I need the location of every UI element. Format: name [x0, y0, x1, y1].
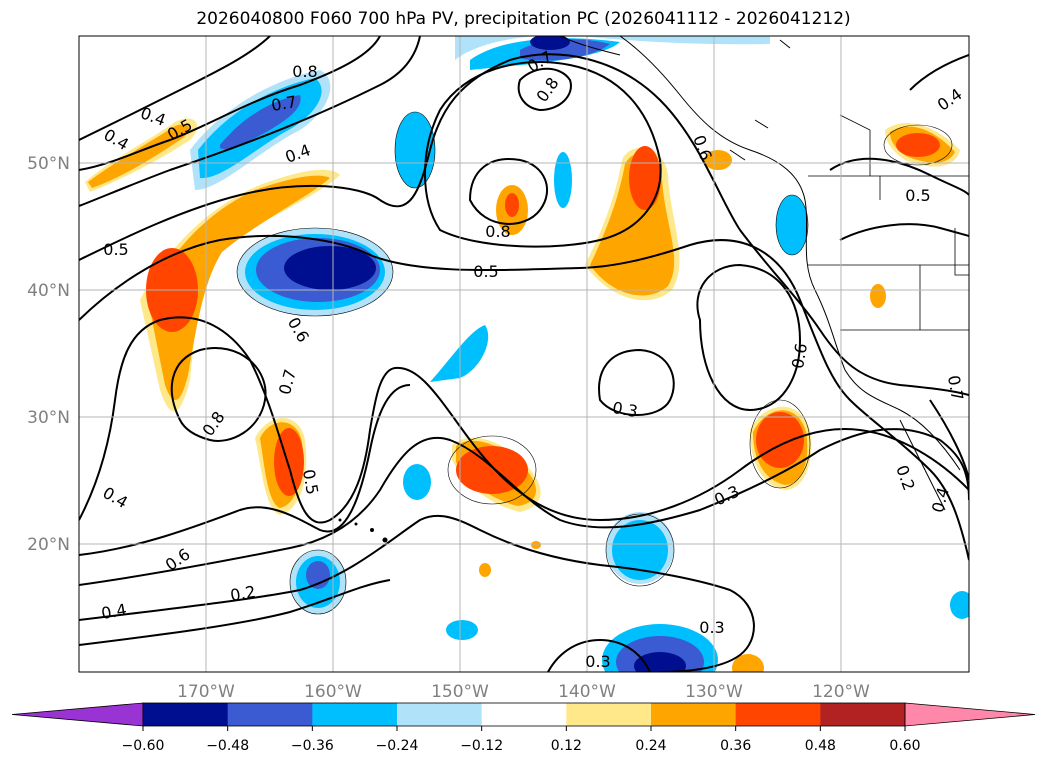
- contour-label: 0.5: [473, 262, 498, 281]
- latitude-axis: 50°N 40°N 30°N 20°N: [27, 154, 70, 555]
- colorbar-label: −0.12: [460, 738, 503, 754]
- contour-label: 0.3: [585, 652, 610, 671]
- colorbar-swatch: [227, 703, 313, 726]
- lon-label-150w: 150°W: [431, 682, 489, 702]
- colorbar-swatch: [651, 703, 737, 726]
- lat-label-40n: 40°N: [27, 281, 70, 301]
- contour-label: 0.5: [103, 240, 128, 259]
- contour-label: 0.6: [788, 342, 811, 370]
- colorbar-swatch: [312, 703, 398, 726]
- colorbar-swatch: [735, 703, 821, 726]
- pv-contours: [79, 36, 969, 672]
- lat-label-20n: 20°N: [27, 535, 70, 555]
- lon-label-160w: 160°W: [304, 682, 362, 702]
- hawaii-islands: [338, 518, 388, 543]
- contour-label: 0.4: [100, 600, 128, 623]
- map-frame: [78, 35, 970, 673]
- lon-label-140w: 140°W: [558, 682, 616, 702]
- colorbar-swatch: [820, 703, 906, 726]
- colorbar-outline: [142, 702, 906, 727]
- lon-label-120w: 120°W: [812, 682, 870, 702]
- contour-label: 0.2: [229, 582, 257, 605]
- longitude-axis: 170°W 160°W 150°W 140°W 130°W 120°W: [177, 682, 870, 702]
- colorbar-label: −0.24: [376, 738, 419, 754]
- contour-labels: 0.80.70.70.80.40.50.40.50.40.80.50.60.70…: [99, 47, 967, 671]
- colorbar: −0.60 −0.48 −0.36 −0.24 −0.12 0.12 0.24 0.36 0.4…: [11, 702, 1036, 754]
- colorbar-extend-low: [11, 702, 144, 727]
- colorbar-label: −0.60: [122, 738, 165, 754]
- colorbar-swatch: [566, 703, 652, 726]
- colorbar-label: 0.12: [551, 738, 582, 754]
- shading-outlines: [236, 111, 953, 615]
- contour-label: 0.8: [292, 62, 317, 81]
- precip-shading: [85, 36, 969, 672]
- colorbar-label: −0.48: [206, 738, 249, 754]
- map-title: 2026040800 F060 700 hPa PV, precipitatio…: [196, 9, 851, 29]
- colorbar-label: 0.36: [720, 738, 751, 754]
- lat-label-50n: 50°N: [27, 154, 70, 174]
- lon-label-170w: 170°W: [177, 682, 235, 702]
- map-layers: [79, 36, 969, 672]
- lon-label-130w: 130°W: [685, 682, 743, 702]
- state-border-icon: [808, 114, 969, 331]
- colorbar-swatch: [397, 703, 483, 726]
- gridlines: [79, 36, 969, 672]
- colorbar-swatch: [143, 703, 229, 726]
- colorbar-label: 0.60: [889, 738, 920, 754]
- contour-label: 0.8: [485, 222, 510, 241]
- contour-label: 0.7: [944, 374, 967, 402]
- lat-label-30n: 30°N: [27, 408, 70, 428]
- contour-label: 0.3: [611, 398, 639, 421]
- colorbar-swatch: [481, 703, 567, 726]
- contour-label: 0.5: [905, 186, 930, 205]
- contour-label: 0.3: [699, 618, 724, 637]
- contour-label: 0.7: [270, 92, 298, 115]
- coastline-icon: [559, 36, 961, 511]
- colorbar-label: 0.48: [805, 738, 836, 754]
- contour-label: 0.5: [299, 468, 322, 496]
- colorbar-extend-high: [904, 702, 1036, 727]
- colorbar-label: 0.24: [635, 738, 666, 754]
- colorbar-label: −0.36: [291, 738, 334, 754]
